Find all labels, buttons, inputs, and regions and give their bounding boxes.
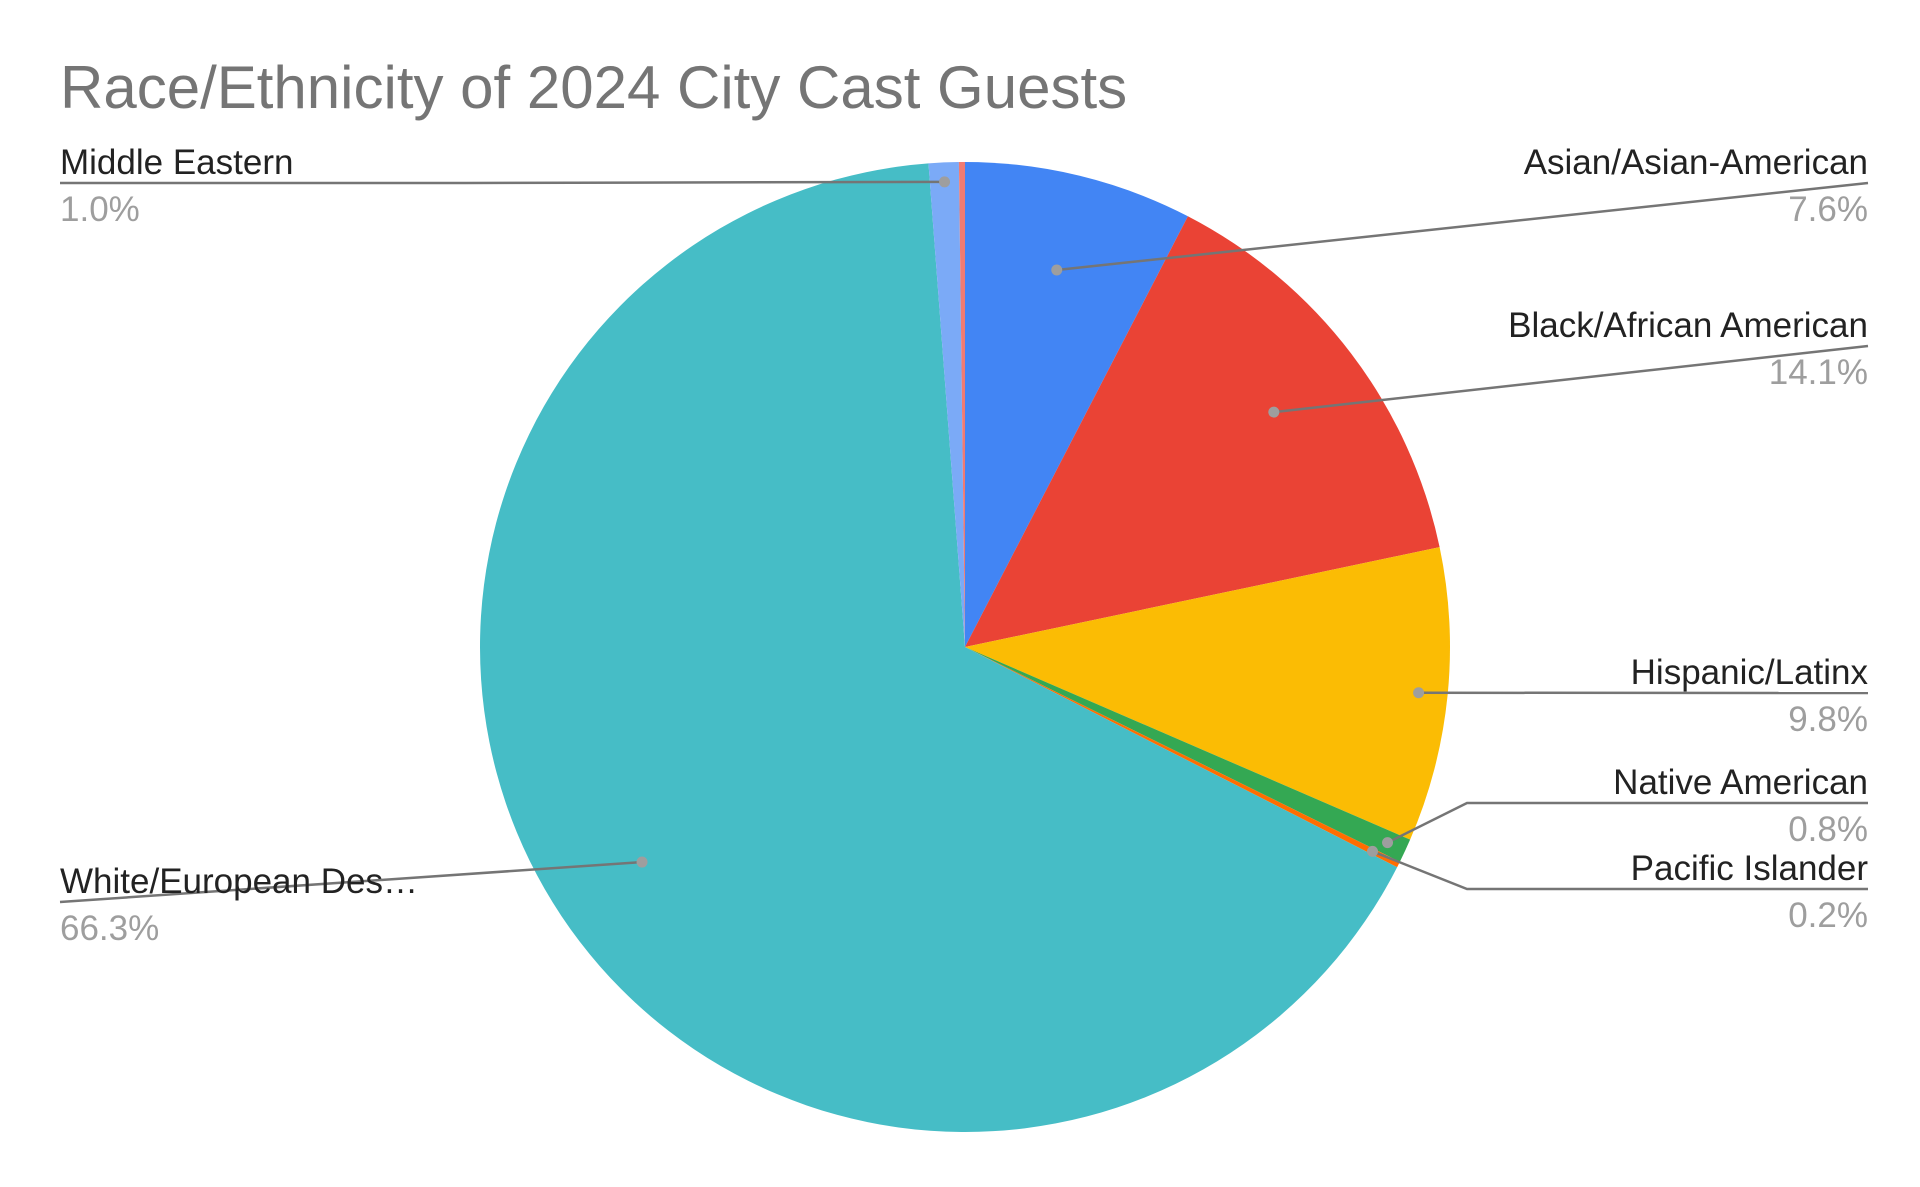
leader-dot-middle-eastern xyxy=(939,176,951,188)
leader-line-pacific-islander xyxy=(1372,850,1868,891)
slice-percent-asian-asian-american: 7.6% xyxy=(1788,190,1868,229)
slice-percent-white-european-descent: 66.3% xyxy=(60,909,159,948)
slice-labels: Asian/Asian-American 7.6% Black/African Am… xyxy=(60,143,1869,948)
slice-label-asian-asian-american: Asian/Asian-American xyxy=(1524,143,1868,182)
slice-percent-hispanic-latinx: 9.8% xyxy=(1788,700,1868,739)
leader-line-asian-asian-american xyxy=(1056,181,1869,272)
pie-slice-black-african-american xyxy=(965,216,1440,647)
pie-slice-native-american xyxy=(965,647,1411,862)
leader-lines xyxy=(59,176,1869,904)
pie-slice-hispanic-latinx xyxy=(965,547,1450,840)
slice-label-black-african-american: Black/African American xyxy=(1508,306,1868,345)
leader-dot-asian-asian-american xyxy=(1051,264,1063,276)
slice-label-white-european-descent: White/European Des… xyxy=(60,862,418,901)
pie-slice-white-european-descent xyxy=(480,163,1398,1133)
slice-label-middle-eastern: Middle Eastern xyxy=(60,143,293,182)
leader-line-white-european-descent xyxy=(59,860,643,904)
pie-slice-pacific-islander xyxy=(965,647,1400,868)
slice-label-hispanic-latinx: Hispanic/Latinx xyxy=(1631,653,1869,692)
leader-dot-hispanic-latinx xyxy=(1413,687,1425,699)
leader-dot-black-african-american xyxy=(1268,406,1280,418)
slice-percent-pacific-islander: 0.2% xyxy=(1788,896,1868,935)
leader-line-black-african-american xyxy=(1273,344,1869,414)
slice-label-pacific-islander: Pacific Islander xyxy=(1631,849,1869,888)
chart-title: Race/Ethnicity of 2024 City Cast Guests xyxy=(60,54,1127,121)
pie-slice-unlabeled-7 xyxy=(958,162,965,647)
slice-percent-middle-eastern: 1.0% xyxy=(60,190,140,229)
leader-line-middle-eastern xyxy=(60,180,945,185)
slice-percent-black-african-american: 14.1% xyxy=(1769,353,1868,392)
leader-dot-native-american xyxy=(1382,837,1394,849)
pie-slice-middle-eastern xyxy=(928,162,965,648)
slice-percent-native-american: 0.8% xyxy=(1788,810,1868,849)
leader-dot-pacific-islander xyxy=(1367,845,1379,857)
slice-label-native-american: Native American xyxy=(1613,763,1868,802)
pie-slices xyxy=(480,162,1450,1133)
pie-slice-asian-asian-american xyxy=(965,162,1188,647)
leader-dot-white-european-descent xyxy=(636,856,648,868)
leader-line-native-american xyxy=(1386,801,1868,844)
